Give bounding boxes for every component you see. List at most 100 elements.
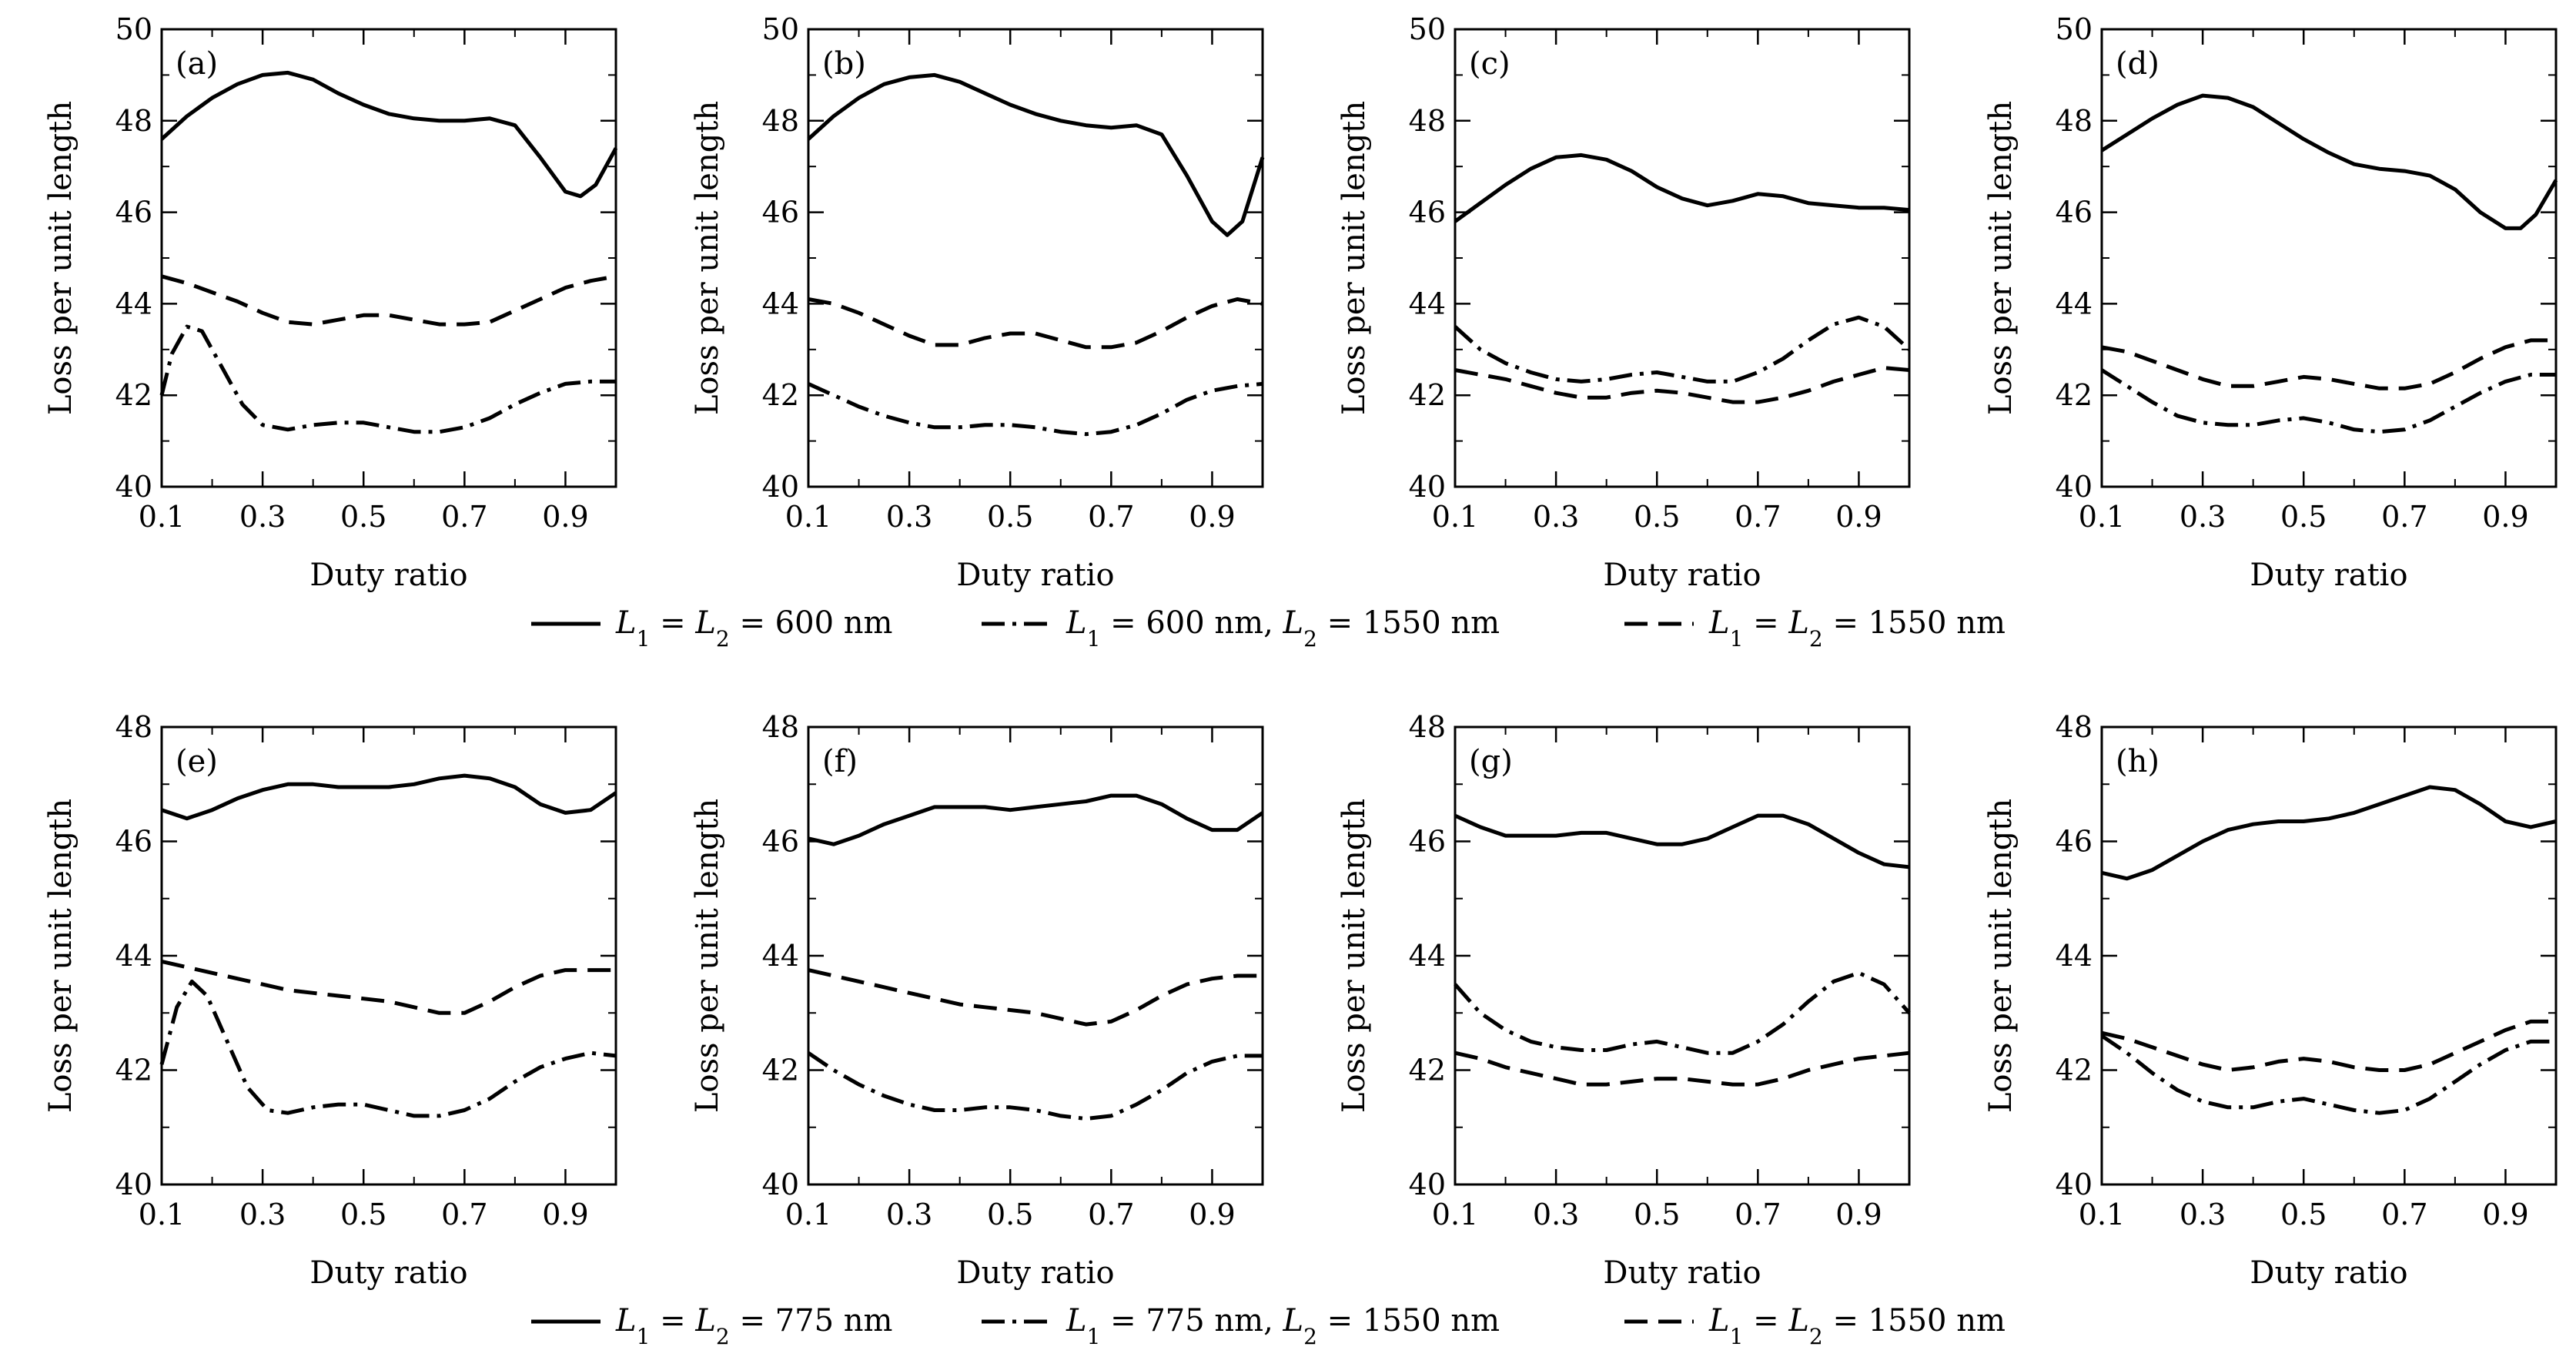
- chart-panel-e: 0.1 0.3 0.5 0.7 0.9 40 42 44 46 48 Duty ratio Loss …: [43, 710, 617, 1291]
- x-tick-label: 0.1: [785, 500, 831, 534]
- legend-label: L1 = L2 = 775 nm: [615, 1303, 892, 1349]
- y-tick-label: 46: [115, 825, 152, 859]
- x-tick-label: 0.3: [2180, 1198, 2226, 1231]
- y-tick-label: 46: [1409, 196, 1446, 230]
- x-tick-label: 0.5: [2280, 1198, 2327, 1231]
- y-axis-title: Loss per unit length: [1983, 799, 2019, 1113]
- x-axis-title: Duty ratio: [2250, 1255, 2407, 1291]
- y-tick-label: 42: [1409, 378, 1446, 412]
- y-tick-label: 40: [1409, 1168, 1446, 1201]
- y-tick-label: 40: [2056, 470, 2093, 504]
- series-line-solid: [160, 70, 618, 199]
- y-tick-label: 44: [2056, 939, 2093, 973]
- series-line-dashdot: [807, 381, 1263, 437]
- y-axis-title: Loss per unit length: [1337, 799, 1372, 1113]
- y-tick-label: 50: [2056, 12, 2093, 46]
- legend-label: L1 = L2 = 600 nm: [615, 605, 892, 652]
- series-line-solid: [1454, 152, 1910, 223]
- x-tick-label: 0.7: [2381, 500, 2427, 534]
- chart-panel-g: 0.1 0.3 0.5 0.7 0.9 40 42 44 46 48 Duty ratio Loss …: [1337, 710, 1911, 1291]
- plot-frame: [160, 28, 617, 488]
- y-tick-label: 40: [762, 470, 799, 504]
- x-tick-label: 0.3: [886, 500, 932, 534]
- x-tick-label: 0.5: [340, 500, 386, 534]
- x-tick-label: 0.1: [1432, 1198, 1478, 1231]
- x-tick-label: 0.1: [2079, 500, 2125, 534]
- series-line-dashdot: [159, 324, 616, 434]
- y-tick-label: 44: [2056, 286, 2093, 320]
- series-line-solid: [808, 793, 1264, 846]
- y-tick-label: 42: [762, 378, 799, 412]
- series-line-solid: [161, 773, 617, 821]
- x-tick-label: 0.9: [1835, 500, 1882, 534]
- panel-label: (f): [822, 744, 858, 779]
- series-line-dashed: [808, 297, 1263, 350]
- x-tick-label: 0.7: [441, 1198, 487, 1231]
- x-tick-label: 0.5: [1634, 1198, 1680, 1231]
- plot-frame: [2100, 725, 2558, 1186]
- series-line-dashed: [2101, 338, 2556, 390]
- y-tick-label: 46: [762, 196, 799, 230]
- x-tick-label: 0.9: [1189, 500, 1235, 534]
- x-tick-label: 0.3: [1533, 500, 1579, 534]
- y-tick-label: 40: [115, 470, 152, 504]
- y-tick-label: 44: [115, 286, 152, 320]
- y-tick-label: 48: [115, 710, 152, 744]
- x-tick-label: 0.7: [1088, 500, 1134, 534]
- series-line-dashdot: [159, 979, 617, 1118]
- y-tick-label: 46: [762, 825, 799, 859]
- panel-label: (c): [1469, 46, 1510, 82]
- series-line-dashed: [161, 959, 616, 1015]
- legend-label: L1 = L2 = 1550 nm: [1708, 1303, 2006, 1349]
- series-line-dashed: [808, 968, 1263, 1027]
- x-tick-label: 0.1: [785, 1198, 831, 1231]
- x-tick-label: 0.1: [1432, 500, 1478, 534]
- y-tick-label: 46: [1409, 825, 1446, 859]
- y-tick-label: 40: [115, 1168, 152, 1201]
- plot-frame: [1454, 28, 1911, 488]
- plot-frame: [1454, 725, 1911, 1186]
- y-tick-label: 48: [762, 104, 799, 138]
- y-tick-label: 40: [2056, 1168, 2093, 1201]
- y-axis-title: Loss per unit length: [690, 101, 725, 415]
- chart-panel-h: 0.1 0.3 0.5 0.7 0.9 40 42 44 46 48 Duty ratio Loss …: [1983, 710, 2558, 1291]
- series-line-solid: [2101, 785, 2557, 881]
- series-line-dashdot: [2100, 1034, 2556, 1115]
- y-tick-label: 44: [762, 286, 799, 320]
- y-tick-label: 44: [1409, 286, 1446, 320]
- series-line-dashed: [2101, 1019, 2556, 1072]
- panel-label: (b): [822, 46, 866, 82]
- plot-frame: [807, 725, 1264, 1186]
- series-line-solid: [2100, 93, 2558, 230]
- x-tick-label: 0.9: [2482, 500, 2528, 534]
- x-axis-title: Duty ratio: [956, 1255, 1114, 1291]
- series-line-dashdot: [1454, 315, 1911, 384]
- chart-panel-d: 0.1 0.3 0.5 0.7 0.9 40 42 44 46 48 50 Duty ratio Los…: [1983, 12, 2558, 593]
- panel-label: (g): [1469, 744, 1513, 779]
- y-tick-label: 44: [1409, 939, 1446, 973]
- y-tick-label: 48: [2056, 104, 2093, 138]
- x-tick-label: 0.7: [441, 500, 487, 534]
- y-tick-label: 50: [1409, 12, 1446, 46]
- series-line-dashdot: [2100, 368, 2556, 434]
- x-axis-title: Duty ratio: [309, 1255, 467, 1291]
- y-tick-label: 50: [762, 12, 799, 46]
- chart-panel-f: 0.1 0.3 0.5 0.7 0.9 40 42 44 46 48 Duty ratio Loss …: [690, 710, 1264, 1291]
- y-tick-label: 44: [115, 939, 152, 973]
- x-tick-label: 0.3: [239, 1198, 286, 1231]
- legend-label: L1 = L2 = 1550 nm: [1708, 605, 2006, 652]
- x-tick-label: 0.5: [2280, 500, 2327, 534]
- chart-panel-b: 0.1 0.3 0.5 0.7 0.9 40 42 44 46 48 50 Duty ratio Los…: [690, 12, 1265, 593]
- series-line-solid: [1454, 813, 1910, 869]
- legend-2: L1 = L2 = 775 nm L1 = 775 nm, L2 = 1550 n…: [531, 1303, 2006, 1349]
- y-tick-label: 48: [115, 104, 152, 138]
- legend-1: L1 = L2 = 600 nm L1 = 600 nm, L2 = 1550 n…: [531, 605, 2006, 652]
- x-tick-label: 0.3: [1533, 1198, 1579, 1231]
- y-tick-label: 42: [115, 1054, 152, 1087]
- y-axis-title: Loss per unit length: [43, 799, 79, 1113]
- x-tick-label: 0.7: [1735, 500, 1781, 534]
- x-axis-title: Duty ratio: [2250, 558, 2407, 593]
- y-tick-label: 42: [2056, 1054, 2093, 1087]
- legend-label: L1 = 600 nm, L2 = 1550 nm: [1066, 605, 1500, 652]
- plot-frame: [2100, 28, 2558, 488]
